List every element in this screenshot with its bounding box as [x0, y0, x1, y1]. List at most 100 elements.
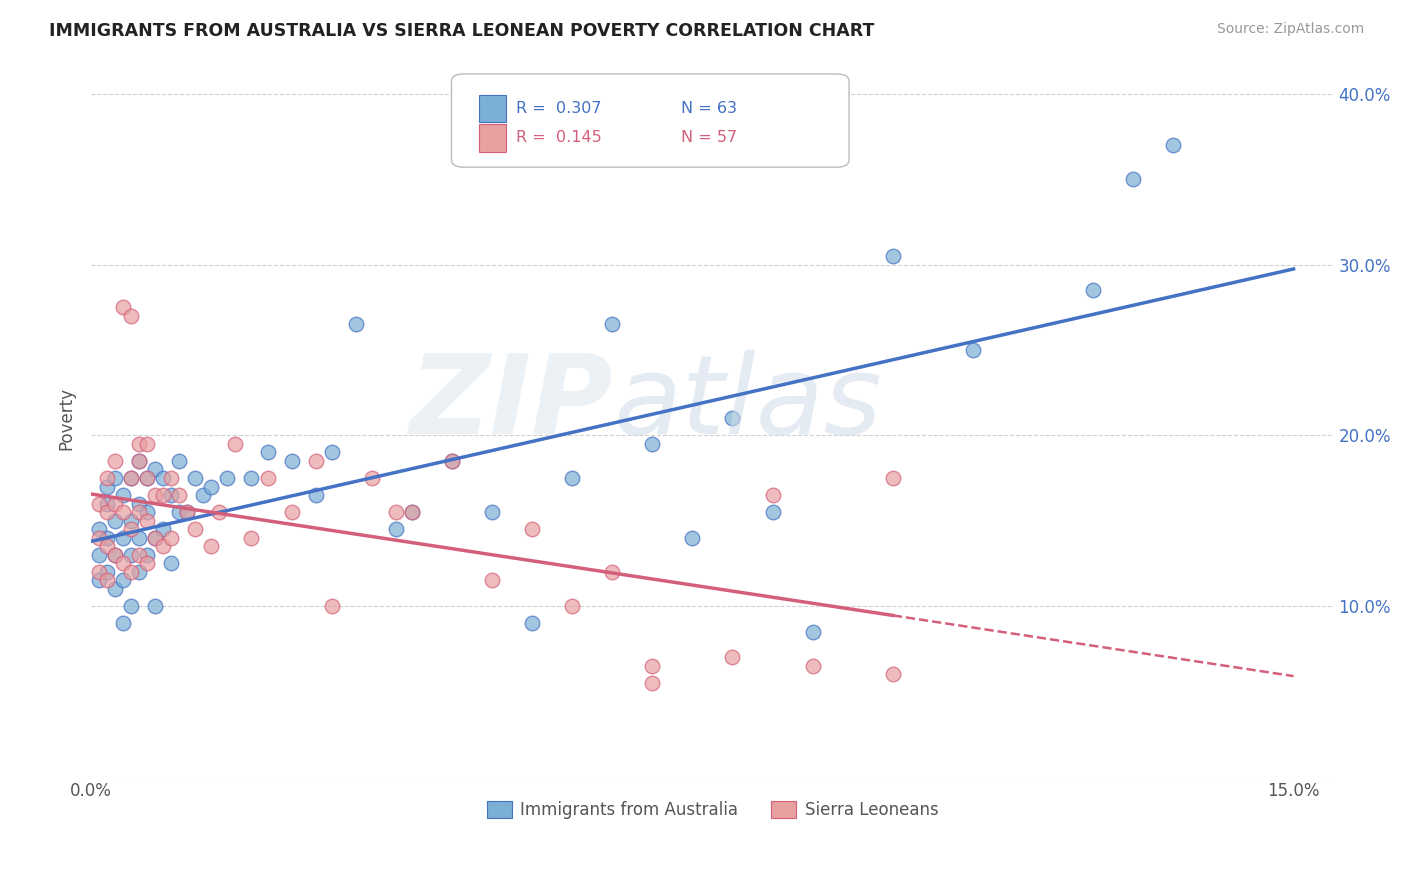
Text: IMMIGRANTS FROM AUSTRALIA VS SIERRA LEONEAN POVERTY CORRELATION CHART: IMMIGRANTS FROM AUSTRALIA VS SIERRA LEON…	[49, 22, 875, 40]
Point	[120, 471, 142, 485]
Point	[344, 318, 367, 332]
Point	[160, 488, 183, 502]
Point	[801, 624, 824, 639]
Point	[120, 522, 142, 536]
Point	[152, 522, 174, 536]
Point	[1081, 283, 1104, 297]
Point	[321, 445, 343, 459]
Point	[112, 616, 135, 631]
Point	[120, 309, 142, 323]
Text: R =  0.307: R = 0.307	[516, 101, 602, 116]
Point	[89, 531, 111, 545]
Point	[143, 531, 166, 545]
Point	[561, 471, 583, 485]
Point	[721, 411, 744, 425]
Point	[641, 676, 664, 690]
Point	[89, 565, 111, 579]
Point	[169, 488, 191, 502]
Point	[184, 522, 207, 536]
Point	[384, 505, 406, 519]
Point	[882, 471, 904, 485]
Point	[128, 497, 150, 511]
Point	[440, 454, 463, 468]
Point	[128, 505, 150, 519]
Point	[761, 505, 783, 519]
Point	[96, 531, 118, 545]
Point	[1163, 138, 1185, 153]
Text: atlas: atlas	[613, 351, 882, 458]
Point	[104, 514, 127, 528]
Point	[104, 548, 127, 562]
Point	[176, 505, 198, 519]
Point	[143, 488, 166, 502]
Point	[193, 488, 215, 502]
Point	[136, 557, 159, 571]
Point	[128, 437, 150, 451]
Point	[89, 548, 111, 562]
Point	[160, 557, 183, 571]
Point	[721, 650, 744, 665]
Point	[136, 471, 159, 485]
Point	[104, 582, 127, 596]
Point	[112, 574, 135, 588]
Point	[224, 437, 246, 451]
Point	[136, 437, 159, 451]
Point	[481, 505, 503, 519]
Point	[200, 539, 222, 553]
Text: R =  0.145: R = 0.145	[516, 130, 602, 145]
Point	[104, 548, 127, 562]
Point	[761, 488, 783, 502]
Point	[481, 574, 503, 588]
Point	[96, 539, 118, 553]
Point	[280, 454, 302, 468]
Point	[360, 471, 382, 485]
Point	[520, 522, 543, 536]
Point	[384, 522, 406, 536]
Point	[152, 471, 174, 485]
Point	[641, 437, 664, 451]
Point	[89, 497, 111, 511]
Point	[600, 318, 623, 332]
Point	[169, 505, 191, 519]
Point	[104, 497, 127, 511]
Point	[240, 531, 263, 545]
Text: N = 57: N = 57	[682, 130, 738, 145]
Point	[96, 505, 118, 519]
Point	[128, 454, 150, 468]
Point	[1122, 172, 1144, 186]
Point	[104, 471, 127, 485]
Point	[184, 471, 207, 485]
Point	[160, 531, 183, 545]
Point	[169, 454, 191, 468]
Point	[160, 471, 183, 485]
Point	[280, 505, 302, 519]
Point	[120, 514, 142, 528]
Text: N = 63: N = 63	[682, 101, 737, 116]
Point	[136, 505, 159, 519]
Point	[120, 565, 142, 579]
Point	[136, 471, 159, 485]
Point	[152, 539, 174, 553]
Point	[128, 454, 150, 468]
Point	[96, 565, 118, 579]
Text: Source: ZipAtlas.com: Source: ZipAtlas.com	[1216, 22, 1364, 37]
Point	[128, 548, 150, 562]
Point	[152, 488, 174, 502]
Point	[89, 522, 111, 536]
Point	[136, 514, 159, 528]
Point	[321, 599, 343, 613]
Point	[440, 454, 463, 468]
Point	[128, 531, 150, 545]
Point	[681, 531, 703, 545]
Point	[520, 616, 543, 631]
Point	[112, 488, 135, 502]
Point	[882, 249, 904, 263]
Point	[401, 505, 423, 519]
Point	[112, 505, 135, 519]
Point	[112, 300, 135, 314]
Point	[120, 548, 142, 562]
Point	[104, 454, 127, 468]
Point	[256, 445, 278, 459]
Point	[143, 531, 166, 545]
Point	[120, 471, 142, 485]
